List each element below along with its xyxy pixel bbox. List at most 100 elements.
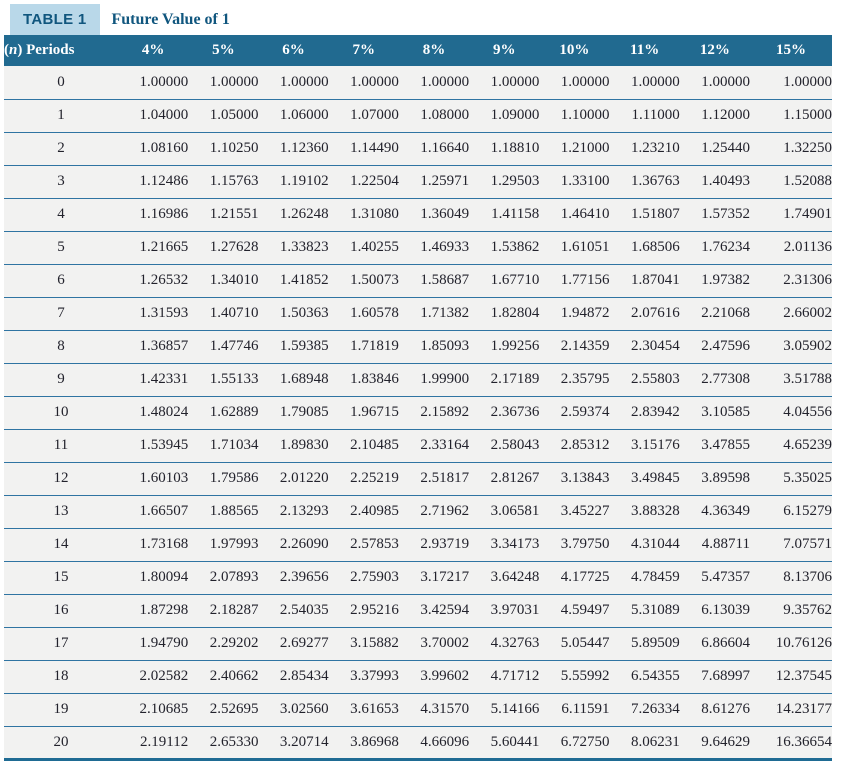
table-row: 13 1.66507 1.88565 2.13293 2.40985 2.71962 3.0… — [4, 495, 832, 529]
fv-factor-cell: 1.77156 — [539, 264, 610, 298]
fv-factor-cell: 1.51807 — [609, 198, 680, 232]
period-cell: 5 — [4, 231, 118, 265]
fv-factor-cell: 7.68997 — [679, 660, 750, 694]
fv-factor-cell: 1.66507 — [118, 495, 189, 529]
period-cell: 9 — [4, 363, 118, 397]
fv-factor-cell: 6.15279 — [750, 495, 832, 529]
fv-factor-cell: 3.88328 — [609, 495, 680, 529]
period-cell: 2 — [4, 132, 118, 166]
fv-factor-cell: 1.14490 — [328, 132, 399, 166]
fv-factor-cell: 2.66002 — [750, 297, 832, 331]
fv-factor-cell: 1.16640 — [398, 132, 470, 166]
fv-factor-cell: 2.40662 — [188, 660, 259, 694]
fv-factor-cell: 2.30454 — [609, 330, 680, 364]
fv-factor-cell: 1.08160 — [118, 132, 189, 166]
fv-factor-cell: 5.35025 — [750, 462, 832, 496]
fv-factor-cell: 3.13843 — [539, 462, 610, 496]
fv-factor-cell: 2.36736 — [469, 396, 540, 430]
fv-factor-cell: 1.57352 — [679, 198, 750, 232]
fv-factor-cell: 4.04556 — [750, 396, 832, 430]
fv-factor-cell: 1.25971 — [398, 165, 470, 199]
fv-factor-cell: 2.69277 — [258, 627, 329, 661]
table-row: 1 1.04000 1.05000 1.06000 1.07000 1.08000 1.09… — [4, 99, 832, 133]
fv-factor-cell: 3.79750 — [539, 528, 610, 562]
fv-factor-cell: 3.34173 — [469, 528, 540, 562]
fv-factor-cell: 5.47357 — [679, 561, 750, 595]
fv-factor-cell: 1.47746 — [188, 330, 259, 364]
period-cell: 8 — [4, 330, 118, 364]
fv-factor-cell: 4.31570 — [398, 693, 470, 727]
fv-factor-cell: 5.55992 — [539, 660, 610, 694]
fv-factor-cell: 1.21665 — [118, 231, 189, 265]
fv-factor-cell: 2.21068 — [679, 297, 750, 331]
table-row: 19 2.10685 2.52695 3.02560 3.61653 4.31570 5.1… — [4, 693, 832, 727]
header-row: (n) Periods 4% 5% 6% 7% 8% 9% 10% 11% 12% 15% — [4, 35, 832, 66]
periods-header-prefix: ( — [4, 42, 9, 58]
fv-factor-cell: 2.33164 — [398, 429, 470, 463]
fv-factor-cell: 1.04000 — [118, 99, 189, 133]
fv-factor-cell: 1.15000 — [750, 99, 832, 133]
fv-factor-cell: 1.31080 — [328, 198, 399, 232]
fv-factor-cell: 4.65239 — [750, 429, 832, 463]
fv-factor-cell: 2.58043 — [469, 429, 540, 463]
fv-factor-cell: 1.12000 — [679, 99, 750, 133]
rate-header-8pct: 8% — [398, 35, 470, 66]
table-row: 8 1.36857 1.47746 1.59385 1.71819 1.85093 1.99… — [4, 330, 832, 364]
rate-header-10pct: 10% — [539, 35, 610, 66]
fv-factor-cell: 1.26248 — [258, 198, 329, 232]
future-value-table: (n) Periods 4% 5% 6% 7% 8% 9% 10% 11% 12% 15% 0 1.… — [4, 35, 832, 761]
fv-factor-cell: 5.60441 — [469, 726, 540, 761]
fv-factor-cell: 3.37993 — [328, 660, 399, 694]
fv-factor-cell: 4.31044 — [609, 528, 680, 562]
table-row: 2 1.08160 1.10250 1.12360 1.14490 1.16640 1.18… — [4, 132, 832, 166]
fv-factor-cell: 1.18810 — [469, 132, 540, 166]
fv-factor-cell: 1.53862 — [469, 231, 540, 265]
fv-factor-cell: 1.53945 — [118, 429, 189, 463]
fv-factor-cell: 1.73168 — [118, 528, 189, 562]
fv-factor-cell: 1.00000 — [609, 66, 680, 100]
period-cell: 16 — [4, 594, 118, 628]
fv-factor-cell: 2.85312 — [539, 429, 610, 463]
fv-factor-cell: 1.99256 — [469, 330, 540, 364]
fv-factor-cell: 1.61051 — [539, 231, 610, 265]
fv-factor-cell: 2.57853 — [328, 528, 399, 562]
fv-factor-cell: 3.70002 — [398, 627, 470, 661]
period-cell: 14 — [4, 528, 118, 562]
fv-factor-cell: 1.21000 — [539, 132, 610, 166]
fv-factor-cell: 3.97031 — [469, 594, 540, 628]
fv-factor-cell: 1.12486 — [118, 165, 189, 199]
table-row: 11 1.53945 1.71034 1.89830 2.10485 2.33164 2.5… — [4, 429, 832, 463]
table-row: 0 1.00000 1.00000 1.00000 1.00000 1.00000 1.00… — [4, 66, 832, 100]
fv-factor-cell: 2.07893 — [188, 561, 259, 595]
table-row: 15 1.80094 2.07893 2.39656 2.75903 3.17217 3.6… — [4, 561, 832, 595]
fv-factor-cell: 4.78459 — [609, 561, 680, 595]
fv-factor-cell: 2.26090 — [258, 528, 329, 562]
fv-factor-cell: 2.19112 — [118, 726, 189, 761]
fv-factor-cell: 1.74901 — [750, 198, 832, 232]
fv-factor-cell: 1.97382 — [679, 264, 750, 298]
fv-factor-cell: 1.00000 — [469, 66, 540, 100]
period-cell: 18 — [4, 660, 118, 694]
fv-factor-cell: 1.88565 — [188, 495, 259, 529]
fv-factor-cell: 2.71962 — [398, 495, 470, 529]
fv-factor-cell: 1.62889 — [188, 396, 259, 430]
fv-factor-cell: 2.13293 — [258, 495, 329, 529]
rate-header-4pct: 4% — [118, 35, 189, 66]
fv-factor-cell: 1.23210 — [609, 132, 680, 166]
fv-factor-cell: 3.99602 — [398, 660, 470, 694]
fv-factor-cell: 3.47855 — [679, 429, 750, 463]
fv-factor-cell: 8.61276 — [679, 693, 750, 727]
table-row: 6 1.26532 1.34010 1.41852 1.50073 1.58687 1.67… — [4, 264, 832, 298]
fv-factor-cell: 4.66096 — [398, 726, 470, 761]
fv-factor-cell: 2.77308 — [679, 363, 750, 397]
fv-factor-cell: 2.47596 — [679, 330, 750, 364]
fv-factor-cell: 1.00000 — [328, 66, 399, 100]
fv-factor-cell: 2.59374 — [539, 396, 610, 430]
fv-factor-cell: 6.86604 — [679, 627, 750, 661]
fv-factor-cell: 7.26334 — [609, 693, 680, 727]
table-row: 20 2.19112 2.65330 3.20714 3.86968 4.66096 5.6… — [4, 726, 832, 761]
fv-factor-cell: 1.41852 — [258, 264, 329, 298]
fv-factor-cell: 3.15176 — [609, 429, 680, 463]
fv-factor-cell: 1.33823 — [258, 231, 329, 265]
fv-factor-cell: 1.99900 — [398, 363, 470, 397]
